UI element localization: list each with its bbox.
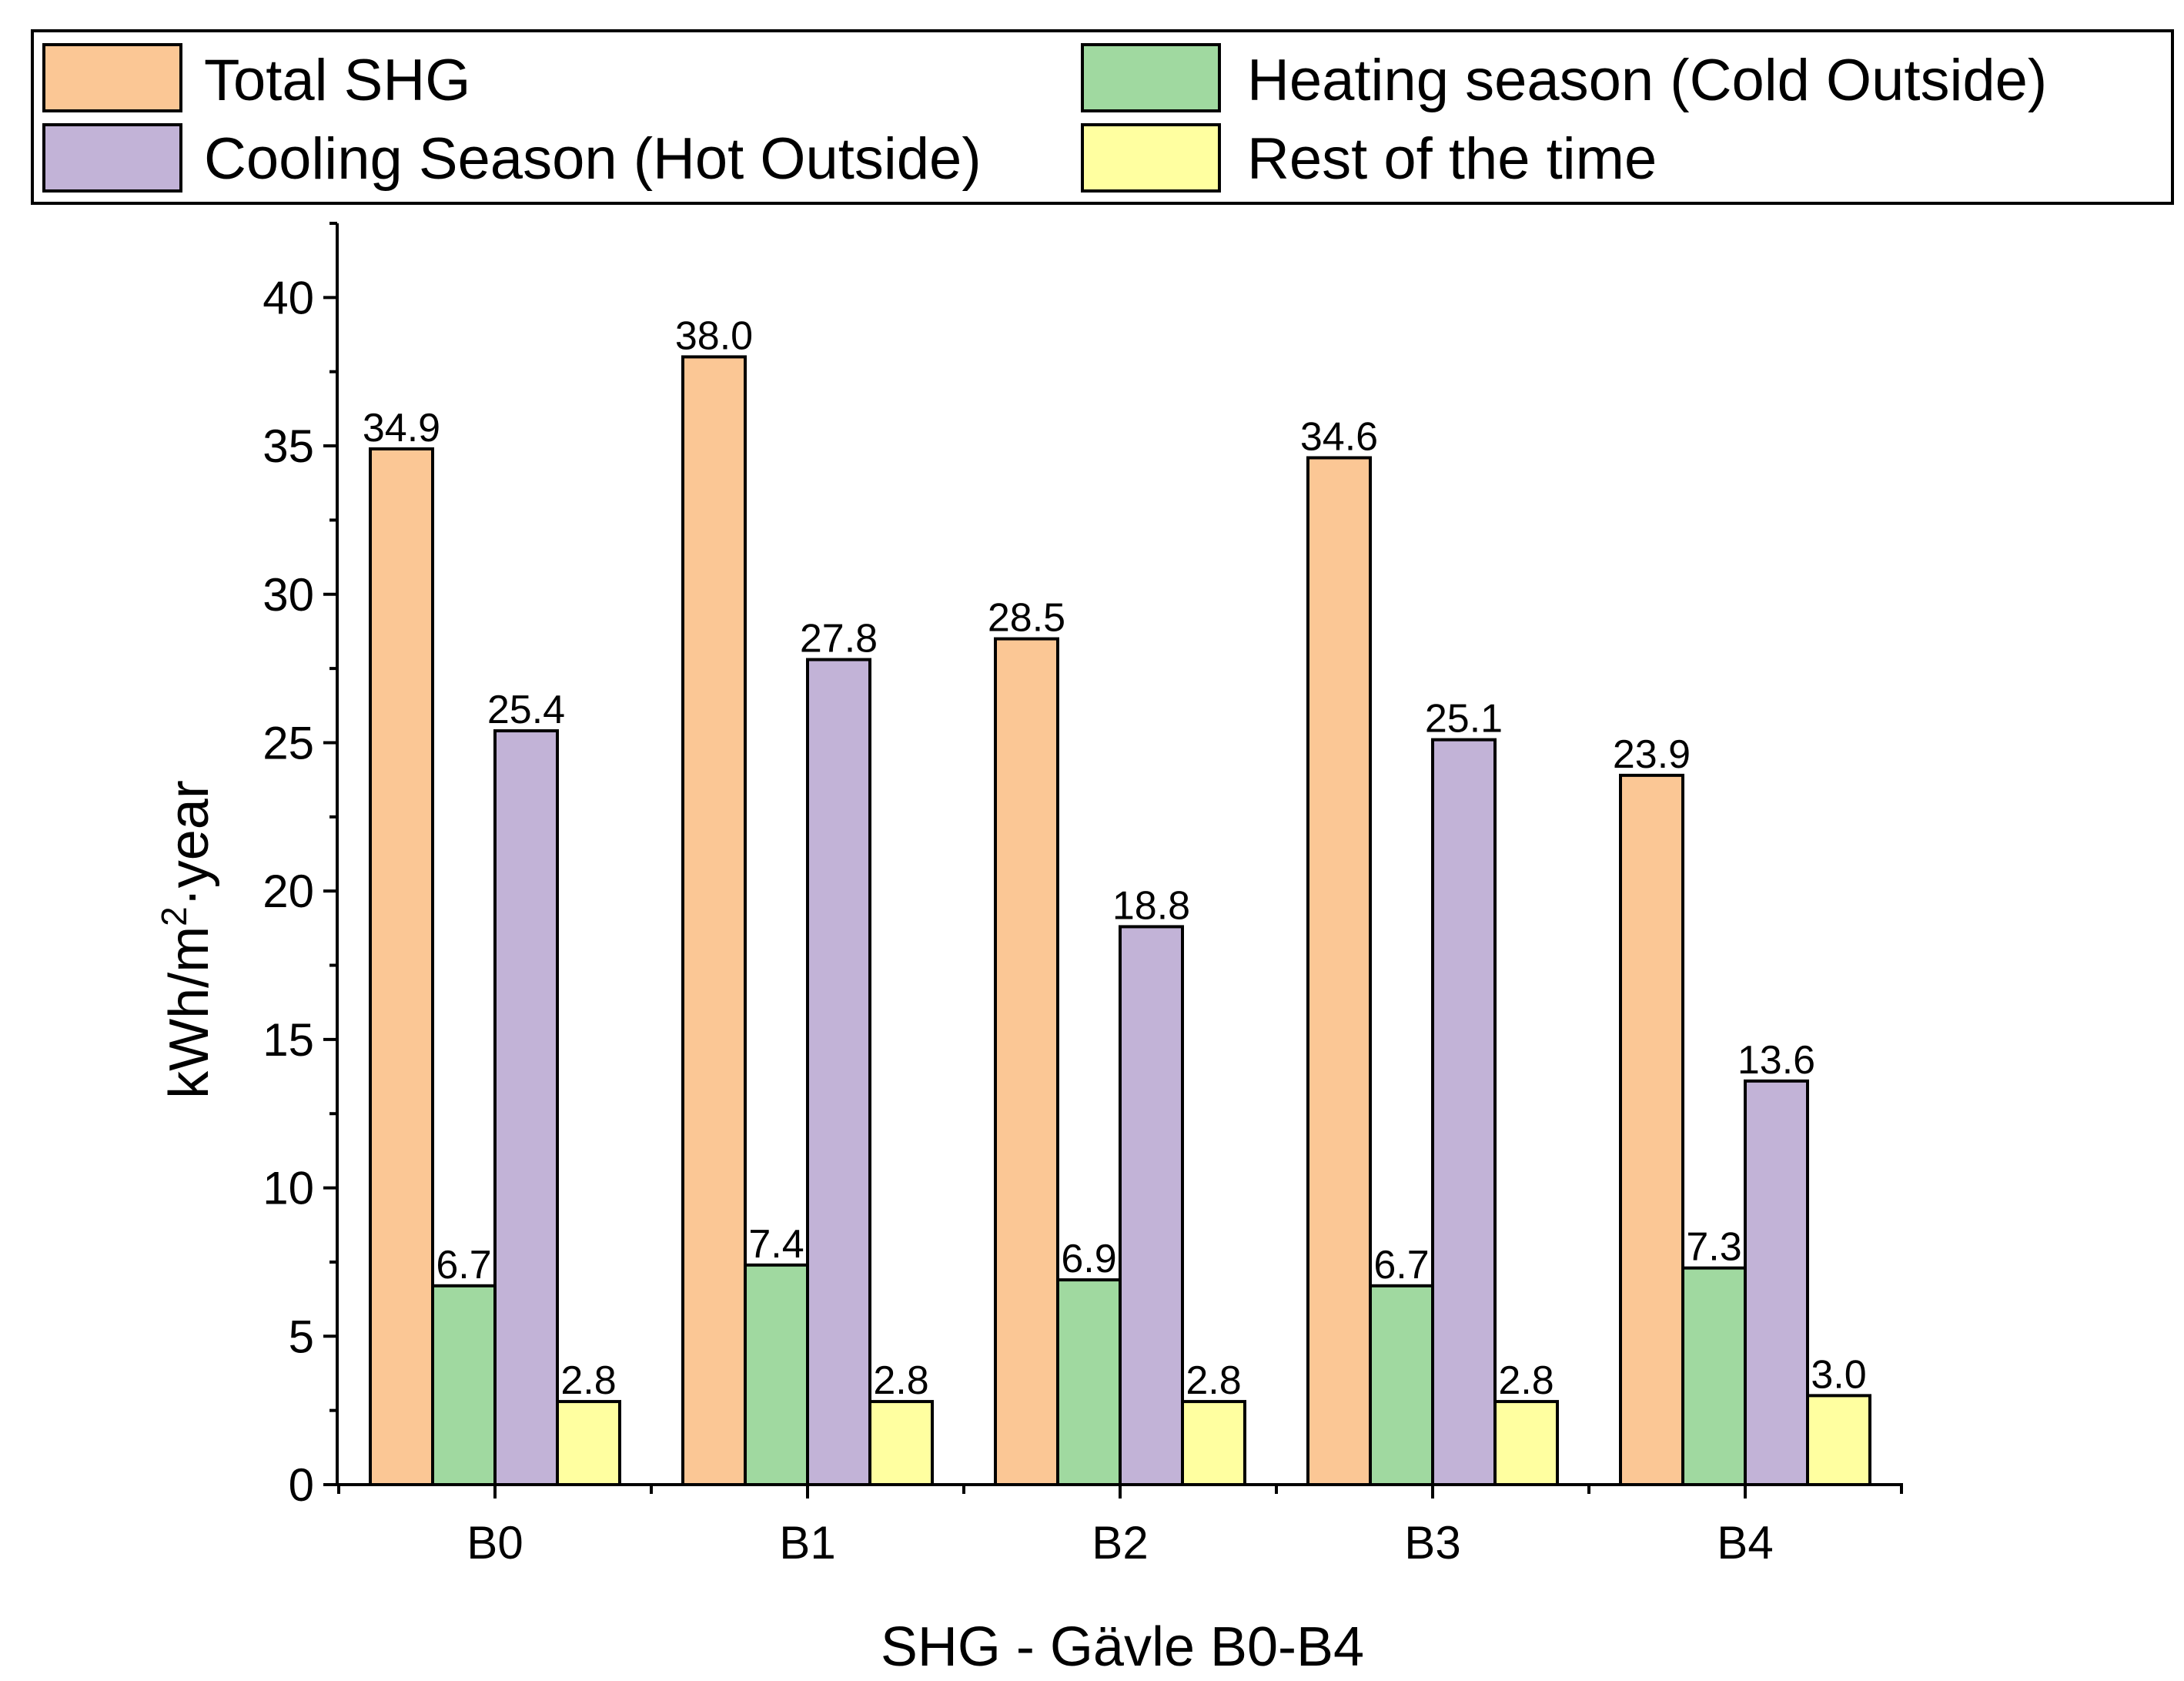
y-axis-title-sup: 2 <box>154 906 194 926</box>
bar-b1-series-2 <box>744 1263 809 1486</box>
data-label-b2-series-3: 18.8 <box>1112 883 1190 928</box>
data-label-b2-series-4: 2.8 <box>1186 1358 1241 1403</box>
bar-b2-series-4 <box>1181 1400 1246 1487</box>
bar-b0-series-2 <box>431 1284 497 1487</box>
bar-b0-series-4 <box>556 1400 621 1487</box>
bar-b4-series-3 <box>1744 1079 1809 1486</box>
data-label-b0-series-1: 34.9 <box>363 406 440 450</box>
bar-b0-series-3 <box>493 729 559 1486</box>
y-axis-title-suffix: ·year <box>159 780 220 906</box>
bar-b3-series-4 <box>1493 1400 1559 1487</box>
legend-swatch-total-shg <box>42 43 182 112</box>
y-tick-label-30: 30 <box>263 569 314 621</box>
bar-b4-series-1 <box>1619 773 1684 1486</box>
y-tick-label-0: 0 <box>289 1459 314 1511</box>
legend-label-rest-of-the-time: Rest of the time <box>1247 126 1657 192</box>
legend-label-cooling-season-hot-outside: Cooling Season (Hot Outside) <box>204 126 982 192</box>
legend: Total SHG Heating season (Cold Outside) Co… <box>31 29 2174 205</box>
y-tick-label-15: 15 <box>263 1014 314 1066</box>
data-label-b4-series-1: 23.9 <box>1613 732 1691 777</box>
bar-b3-series-1 <box>1306 456 1372 1486</box>
bar-b0-series-1 <box>369 447 434 1486</box>
bar-b1-series-3 <box>806 658 871 1486</box>
bar-b2-series-1 <box>994 637 1059 1487</box>
data-label-b1-series-2: 7.4 <box>748 1222 804 1267</box>
bar-b1-series-4 <box>868 1400 934 1487</box>
data-label-b3-series-4: 2.8 <box>1498 1358 1554 1403</box>
data-labels: 34.9 6.7 25.4 2.8 38.0 7.4 27.8 2.8 28.5 6.9 18.8 2… <box>363 313 1867 1403</box>
bar-b3-series-3 <box>1431 738 1497 1486</box>
bar-b4-series-2 <box>1681 1266 1747 1486</box>
y-tick-label-10: 10 <box>263 1163 314 1214</box>
legend-swatch-heating-season-cold-outside <box>1081 43 1221 112</box>
y-tick-label-5: 5 <box>289 1311 314 1362</box>
data-label-b0-series-4: 2.8 <box>560 1358 616 1403</box>
data-label-b4-series-2: 7.3 <box>1686 1225 1741 1270</box>
x-tick-label-b2: B2 <box>1092 1517 1148 1569</box>
x-tick-label-b1: B1 <box>779 1517 835 1569</box>
y-axis-title-main: kWh/m <box>159 926 220 1099</box>
x-tick-label-b3: B3 <box>1404 1517 1460 1569</box>
y-tick-label-40: 40 <box>263 272 314 323</box>
x-axis-title: SHG - Gävle B0-B4 <box>881 1616 1364 1677</box>
data-label-b2-series-1: 28.5 <box>988 596 1065 641</box>
x-tick-label-b4: B4 <box>1717 1517 1773 1569</box>
data-label-b4-series-3: 13.6 <box>1738 1038 1815 1083</box>
data-label-b1-series-4: 2.8 <box>873 1358 928 1403</box>
bar-b3-series-2 <box>1369 1284 1434 1487</box>
bar-b2-series-2 <box>1056 1278 1122 1487</box>
y-tick-label-25: 25 <box>263 717 314 769</box>
y-tick-label-35: 35 <box>263 420 314 472</box>
y-axis-title: kWh/m2·year <box>154 780 220 1099</box>
data-label-b4-series-4: 3.0 <box>1811 1352 1866 1397</box>
legend-label-total-shg: Total SHG <box>204 48 470 113</box>
data-label-b2-series-2: 6.9 <box>1061 1237 1116 1281</box>
bars <box>369 355 1871 1487</box>
data-label-b0-series-2: 6.7 <box>436 1243 491 1288</box>
data-label-b1-series-3: 27.8 <box>800 617 878 661</box>
legend-swatch-cooling-season-hot-outside <box>42 123 182 193</box>
x-tick-label-b0: B0 <box>467 1517 523 1569</box>
bar-b2-series-3 <box>1119 925 1184 1486</box>
data-label-b3-series-3: 25.1 <box>1425 697 1503 742</box>
axes: 0 5 10 15 20 25 30 35 40 B0 B1 B2 B3 B4 <box>263 222 1903 1569</box>
legend-label-heating-season-cold-outside: Heating season (Cold Outside) <box>1247 48 2047 113</box>
legend-swatch-rest-of-the-time <box>1081 123 1221 193</box>
data-label-b3-series-1: 34.6 <box>1300 414 1378 459</box>
data-label-b0-series-3: 25.4 <box>487 688 565 732</box>
y-tick-label-20: 20 <box>263 866 314 917</box>
bar-b1-series-1 <box>681 355 747 1486</box>
data-label-b1-series-1: 38.0 <box>675 313 753 358</box>
bar-b4-series-4 <box>1806 1394 1871 1486</box>
data-label-b3-series-2: 6.7 <box>1373 1243 1429 1288</box>
